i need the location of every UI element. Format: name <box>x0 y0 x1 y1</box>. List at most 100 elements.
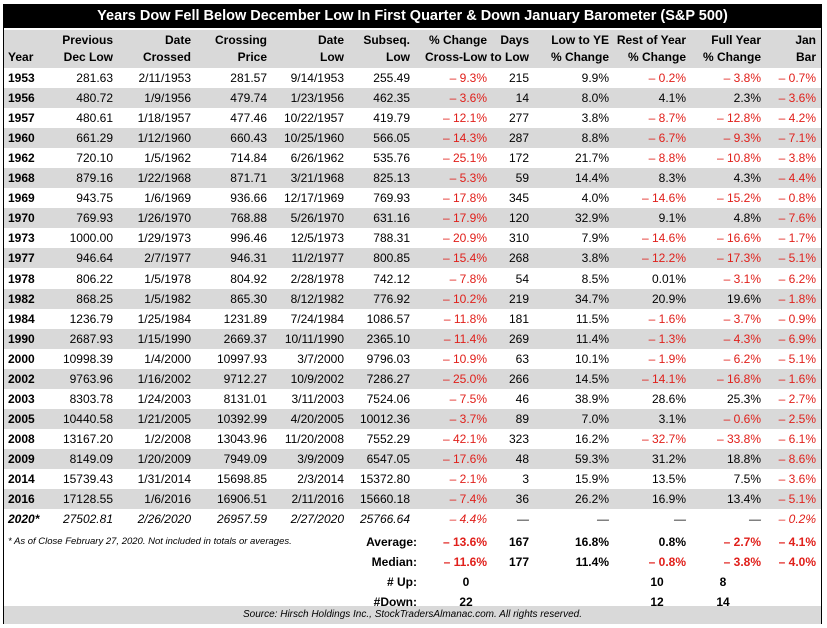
cell-rest-of-year-change: 9.1% <box>658 211 686 226</box>
cell-pct-change-cross-low: – 17.9% <box>442 211 487 226</box>
header-full-year-change: Full Year % Change <box>681 30 761 68</box>
cell-crossing-price: 479.74 <box>230 91 267 106</box>
cell-previous-dec-low: 13167.20 <box>62 431 113 446</box>
cell-crossing-price: 9712.27 <box>223 371 267 386</box>
cell-low-to-ye-change: 8.5% <box>581 271 609 286</box>
cell-pct-change-cross-low: – 25.0% <box>442 371 487 386</box>
cell-full-year-change: – 16.6% <box>716 231 761 246</box>
cell-rest-of-year-change: 28.6% <box>651 391 686 406</box>
cell-date-low: 8/12/1982 <box>290 291 344 306</box>
cell-date-crossed: 1/6/2016 <box>144 492 191 507</box>
cell-previous-dec-low: 2687.93 <box>69 331 113 346</box>
table-row: 1982 868.25 1/5/1982 865.30 8/12/1982 776.92 –… <box>4 288 821 309</box>
cell-crossing-price: 660.43 <box>230 131 267 146</box>
cell-jan-bar: – 3.6% <box>778 91 816 106</box>
cell-date-crossed: 1/2/2008 <box>144 431 191 446</box>
cell-days-to-low: 268 <box>508 251 529 266</box>
cell-subseq-low: 2365.10 <box>366 331 410 346</box>
cell-days-to-low: 269 <box>508 331 529 346</box>
header-line2: Dec Low <box>63 50 113 64</box>
cell-crossing-price: 281.57 <box>230 71 267 85</box>
cell-subseq-low: 15660.18 <box>359 492 410 507</box>
cell-full-year-change: – 3.7% <box>723 311 761 326</box>
cell-rest-of-year-change: — <box>674 512 686 527</box>
cell-date-low: 3/11/2003 <box>291 391 345 406</box>
cell-pct-change-cross-low: – 17.8% <box>442 191 487 206</box>
summary-pct-change-cross-low: – 11.6% <box>443 555 487 570</box>
cell-year: 1978 <box>8 271 35 286</box>
summary-jan-bar: – 4.1% <box>778 535 816 550</box>
table-row: 1973 1000.00 1/29/1973 996.46 12/5/1973 788.3… <box>4 228 821 248</box>
cell-low-to-ye-change: 10.1% <box>574 351 609 366</box>
cell-date-low: 2/11/2016 <box>291 492 345 507</box>
cell-previous-dec-low: 868.25 <box>76 291 113 306</box>
cell-days-to-low: 54 <box>515 271 529 286</box>
summary-label: # Up: <box>387 575 417 590</box>
header-line1: Days <box>500 33 529 47</box>
cell-jan-bar: – 1.7% <box>778 231 816 246</box>
cell-crossing-price: 1231.89 <box>223 311 267 326</box>
table-row: 1978 806.22 1/5/1978 804.92 2/28/1978 742.12 –… <box>4 269 821 289</box>
cell-full-year-change: – 4.3% <box>723 331 761 346</box>
header-line1: Date <box>317 33 344 47</box>
cell-days-to-low: 310 <box>508 231 529 246</box>
cell-crossing-price: 871.71 <box>230 171 267 186</box>
data-table: Years Dow Fell Below December Low In Fir… <box>3 4 822 624</box>
cell-rest-of-year-change: 31.2% <box>651 451 686 466</box>
cell-full-year-change: 7.5% <box>733 472 761 486</box>
cell-year: 1968 <box>8 171 35 186</box>
header-line1: Full Year <box>711 33 761 47</box>
header-line2: % Change <box>627 50 686 64</box>
cell-year: 1957 <box>8 111 35 126</box>
table-row: 1969 943.75 1/6/1969 936.66 12/17/1969 769.93… <box>4 188 821 208</box>
cell-year: 1960 <box>8 131 35 146</box>
summary-pct-change-cross-low: – 13.6% <box>442 535 487 550</box>
cell-previous-dec-low: 1000.00 <box>69 231 113 246</box>
cell-low-to-ye-change: 15.9% <box>574 472 609 486</box>
cell-rest-of-year-change: – 8.7% <box>648 111 686 126</box>
summary-row-median: Median: – 11.6% 177 11.4% – 0.8% – 3.8% – 4.0% <box>4 552 821 572</box>
summary-full-year-change: – 2.7% <box>723 535 761 550</box>
source-note: Source: Hirsch Holdings Inc., StockTrade… <box>4 606 821 624</box>
header-pct-change-cross-low: % Change Cross-Low <box>407 30 487 68</box>
cell-subseq-low: 742.12 <box>373 271 410 286</box>
header-rest-of-year-change: Rest of Year % Change <box>606 30 686 68</box>
cell-date-crossed: 1/31/2014 <box>137 472 191 486</box>
table-row: 2009 8149.09 1/20/2009 7949.09 3/9/2009 6547.… <box>4 448 821 469</box>
cell-rest-of-year-change: – 8.8% <box>648 151 686 166</box>
cell-previous-dec-low: 10998.39 <box>62 351 113 366</box>
cell-pct-change-cross-low: – 25.1% <box>442 151 487 166</box>
cell-jan-bar: – 3.8% <box>778 151 816 166</box>
header-line1: Low to YE <box>551 33 609 47</box>
cell-low-to-ye-change: 14.5% <box>574 371 609 386</box>
cell-crossing-price: 15698.85 <box>216 472 267 486</box>
cell-previous-dec-low: 806.22 <box>76 271 113 286</box>
summary-low-to-ye-change: 11.4% <box>575 555 609 570</box>
cell-date-crossed: 2/26/2020 <box>137 512 191 527</box>
cell-date-low: 7/24/1984 <box>290 311 344 326</box>
cell-low-to-ye-change: 7.9% <box>581 231 609 246</box>
cell-pct-change-cross-low: – 10.9% <box>442 351 487 366</box>
cell-previous-dec-low: 946.64 <box>76 251 113 266</box>
cell-days-to-low: 215 <box>508 71 529 85</box>
cell-pct-change-cross-low: – 42.1% <box>442 431 487 446</box>
cell-date-low: 2/28/1978 <box>290 271 344 286</box>
table-row: 1957 480.61 1/18/1957 477.46 10/22/1957 419.7… <box>4 108 821 128</box>
cell-pct-change-cross-low: – 9.3% <box>449 71 487 85</box>
cell-previous-dec-low: 943.75 <box>76 191 113 206</box>
cell-date-low: 2/3/2014 <box>297 472 344 486</box>
table-row: 2008 13167.20 1/2/2008 13043.96 11/20/2008 75… <box>4 429 821 449</box>
summary-jan-bar <box>761 572 827 592</box>
cell-pct-change-cross-low: – 11.4% <box>443 331 487 346</box>
cell-previous-dec-low: 480.72 <box>76 91 113 106</box>
table-row: 2000 10998.39 1/4/2000 10997.93 3/7/2000 9796… <box>4 349 821 369</box>
cell-low-to-ye-change: 16.2% <box>574 431 609 446</box>
header-line2: to Low <box>490 50 529 64</box>
cell-date-low: 10/22/1957 <box>283 111 344 126</box>
cell-low-to-ye-change: 9.9% <box>581 71 609 85</box>
summary-pct-change-cross-low: 0 <box>462 575 470 590</box>
cell-year: 1990 <box>8 331 35 346</box>
cell-year: 2009 <box>8 451 35 466</box>
cell-full-year-change: 13.4% <box>726 492 761 507</box>
cell-previous-dec-low: 15739.43 <box>62 472 113 486</box>
